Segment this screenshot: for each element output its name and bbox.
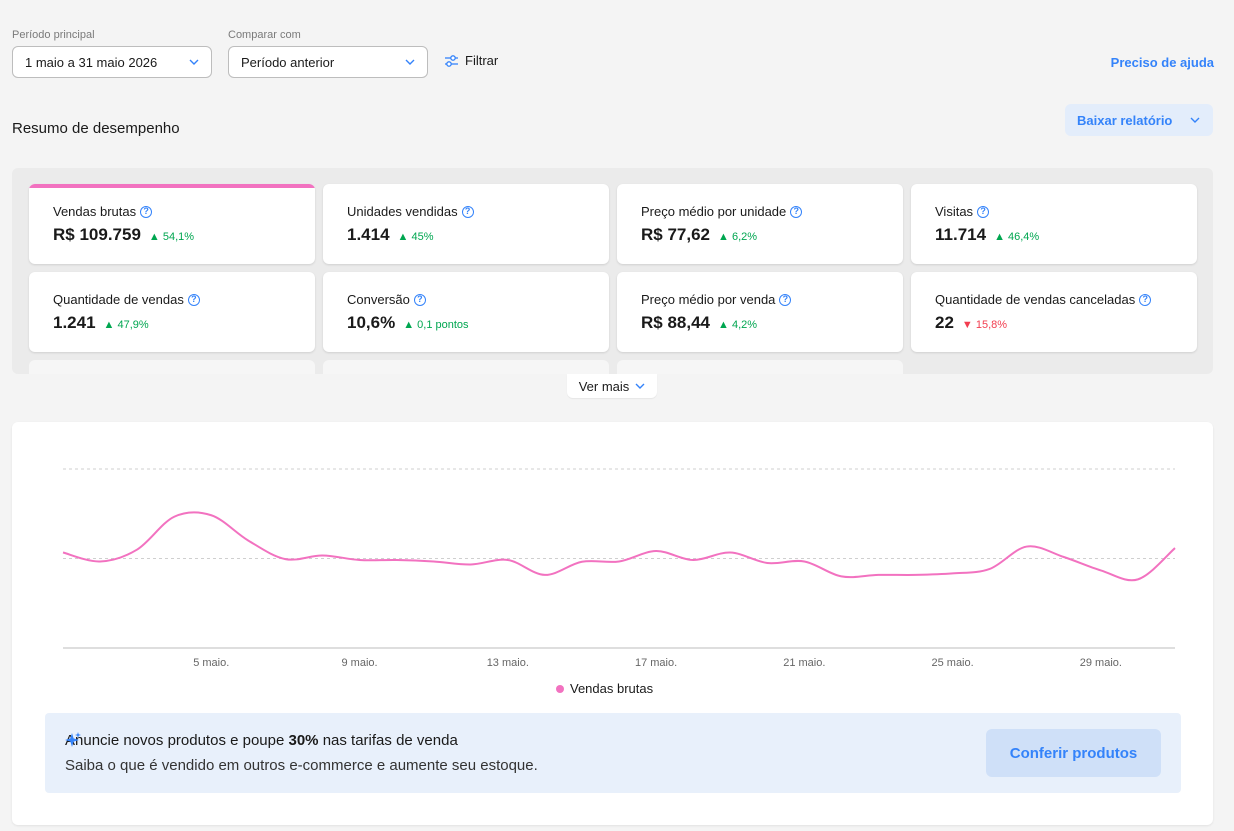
kpi-value: 10,6%	[347, 313, 396, 332]
kpi-card-preco-medio-venda[interactable]: Preço médio por venda? R$ 88,44 ▲ 4,2%	[617, 272, 903, 352]
kpi-delta: ▲ 45%	[397, 231, 434, 243]
chevron-down-icon	[405, 59, 415, 65]
kpi-value: R$ 109.759	[53, 225, 141, 244]
kpi-value: R$ 77,62	[641, 225, 710, 244]
compare-select[interactable]: Período anterior	[228, 46, 428, 78]
kpi-card-quantidade-vendas[interactable]: Quantidade de vendas? 1.241 ▲ 47,9%	[29, 272, 315, 352]
kpi-card-conversao[interactable]: Conversão? 10,6% ▲ 0,1 pontos	[323, 272, 609, 352]
help-icon[interactable]: ?	[461, 205, 474, 218]
sliders-icon	[445, 54, 458, 67]
help-icon[interactable]: ?	[187, 293, 200, 306]
help-link[interactable]: Preciso de ajuda	[1110, 55, 1214, 70]
series-line-vendas-brutas	[62, 511, 1176, 582]
sparkle-icon	[65, 732, 81, 747]
legend-label: Vendas brutas	[570, 681, 654, 696]
kpi-delta: ▲ 46,4%	[994, 231, 1040, 243]
kpi-grid: Vendas brutas? R$ 109.759 ▲ 54,1% Unidade…	[12, 168, 1213, 374]
chart-panel: 5 maio. 9 maio. 13 maio. 17 maio. 21 maio. 25…	[12, 422, 1213, 825]
kpi-delta: ▼ 15,8%	[961, 319, 1008, 331]
filter-button[interactable]: Filtrar	[444, 53, 498, 68]
promo-subtitle: Saiba o que é vendido em outros e-commer…	[65, 757, 538, 774]
kpi-title: Preço médio por unidade	[641, 204, 787, 219]
kpi-value: 11.714	[935, 225, 987, 244]
ver-mais-button[interactable]: Ver mais	[567, 374, 657, 398]
help-icon[interactable]: ?	[779, 293, 792, 306]
x-tick-label: 9 maio.	[341, 657, 377, 669]
help-icon[interactable]: ?	[1139, 293, 1152, 306]
kpi-card-vendas-canceladas[interactable]: Quantidade de vendas canceladas? 22 ▼ 15,…	[911, 272, 1197, 352]
kpi-card-hidden	[617, 360, 903, 374]
kpi-title: Visitas	[935, 204, 974, 219]
sales-line-chart: 5 maio. 9 maio. 13 maio. 17 maio. 21 maio. 25…	[62, 468, 1176, 669]
ver-mais-label: Ver mais	[578, 378, 630, 394]
kpi-delta: ▲ 6,2%	[718, 231, 758, 243]
chart-legend[interactable]: Vendas brutas	[556, 681, 653, 696]
period-filter: Período principal	[12, 28, 95, 42]
kpi-card-unidades-vendidas[interactable]: Unidades vendidas? 1.414 ▲ 45%	[323, 184, 609, 264]
kpi-card-hidden	[323, 360, 609, 374]
filter-label: Filtrar	[465, 53, 499, 68]
x-tick-label: 13 maio.	[487, 657, 529, 669]
promo-title: Anuncie novos produtos e poupe 30% nas t…	[65, 732, 458, 749]
help-icon[interactable]: ?	[413, 293, 426, 306]
kpi-value: 22	[935, 313, 954, 332]
kpi-delta: ▲ 0,1 pontos	[403, 319, 469, 331]
kpi-title: Preço médio por venda	[641, 292, 776, 307]
help-icon[interactable]: ?	[977, 205, 990, 218]
chevron-down-icon	[189, 59, 199, 65]
help-icon[interactable]: ?	[790, 205, 803, 218]
section-title: Resumo de desempenho	[12, 120, 180, 137]
download-label: Baixar relatório	[1077, 112, 1173, 128]
period-value: 1 maio a 31 maio 2026	[25, 54, 158, 70]
help-icon[interactable]: ?	[140, 205, 153, 218]
kpi-title: Unidades vendidas	[347, 204, 458, 219]
conferir-produtos-button[interactable]: Conferir produtos	[986, 729, 1161, 777]
x-tick-label: 17 maio.	[635, 657, 677, 669]
compare-label: Comparar com	[228, 29, 301, 41]
x-tick-label: 21 maio.	[783, 657, 825, 669]
kpi-value: R$ 88,44	[641, 313, 710, 332]
legend-dot	[556, 684, 564, 693]
kpi-card-preco-medio-unidade[interactable]: Preço médio por unidade? R$ 77,62 ▲ 6,2%	[617, 184, 903, 264]
kpi-card-visitas[interactable]: Visitas? 11.714 ▲ 46,4%	[911, 184, 1197, 264]
kpi-title: Quantidade de vendas canceladas	[935, 292, 1136, 307]
download-report-button[interactable]: Baixar relatório	[1065, 104, 1213, 136]
x-tick-label: 5 maio.	[193, 657, 229, 669]
kpi-delta: ▲ 47,9%	[103, 319, 149, 331]
x-tick-label: 25 maio.	[931, 657, 973, 669]
x-tick-label: 29 maio.	[1080, 657, 1122, 669]
compare-filter: Comparar com	[228, 28, 301, 42]
kpi-value: 1.241	[53, 313, 96, 332]
kpi-delta: ▲ 54,1%	[148, 231, 195, 243]
promo-banner: Anuncie novos produtos e poupe 30% nas t…	[45, 713, 1181, 793]
kpi-title: Vendas brutas	[53, 204, 137, 219]
compare-value: Período anterior	[241, 54, 335, 70]
kpi-value: 1.414	[347, 225, 390, 244]
chevron-down-icon	[1190, 117, 1200, 123]
chevron-down-icon	[635, 383, 645, 389]
kpi-card-vendas-brutas[interactable]: Vendas brutas? R$ 109.759 ▲ 54,1%	[29, 184, 315, 264]
period-label: Período principal	[12, 29, 95, 41]
period-select[interactable]: 1 maio a 31 maio 2026	[12, 46, 212, 78]
kpi-delta: ▲ 4,2%	[718, 319, 758, 331]
kpi-title: Conversão	[347, 292, 410, 307]
kpi-title: Quantidade de vendas	[53, 292, 184, 307]
kpi-card-hidden	[29, 360, 315, 374]
